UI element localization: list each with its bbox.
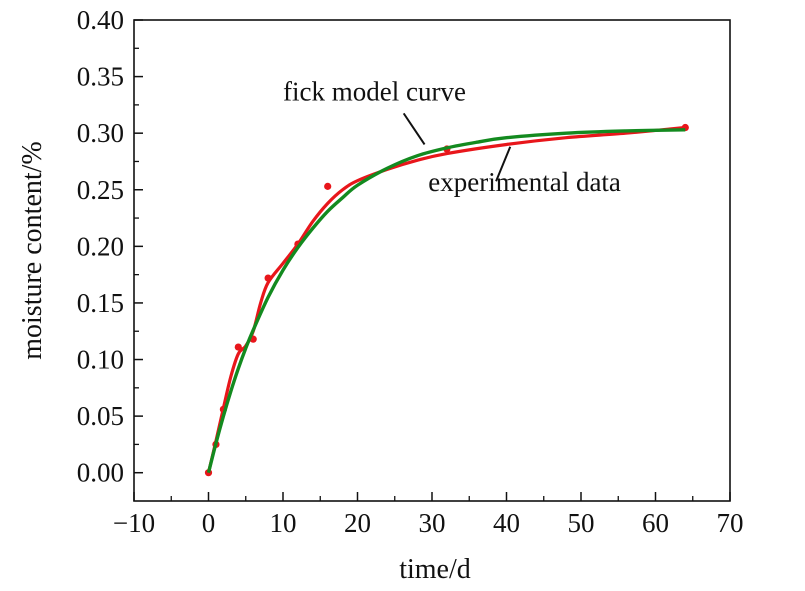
- experimental-data-curve: [206, 125, 686, 474]
- x-tick-labels: −10 0 10 20 30 40 50 60 70: [113, 508, 744, 538]
- experimental-data-point: [264, 274, 272, 282]
- x-tick-label: 60: [642, 508, 669, 538]
- y-tick-label: 0.00: [77, 458, 124, 488]
- y-tick-label: 0.15: [77, 288, 124, 318]
- y-tick-label: 0.25: [77, 175, 124, 205]
- x-axis-title: time/d: [399, 554, 471, 585]
- x-tick-label: 10: [270, 508, 297, 538]
- annotation-pointer: [495, 146, 512, 182]
- y-tick-label: 0.20: [77, 231, 124, 261]
- annotation-label: fick model curve: [283, 76, 466, 106]
- x-tick-label: 50: [568, 508, 595, 538]
- fick-model-curve: [206, 128, 686, 474]
- tick-marks: [133, 19, 731, 501]
- experimental-data-point: [324, 182, 332, 190]
- y-tick-label: 0.35: [77, 62, 124, 92]
- y-tick-label: 0.30: [77, 118, 124, 148]
- experimental-data-point: [234, 343, 242, 351]
- series: [204, 123, 689, 477]
- y-tick-label: 0.10: [77, 345, 124, 375]
- x-tick-label: 40: [493, 508, 520, 538]
- x-tick-label: −10: [113, 508, 155, 538]
- y-axis-title: moisture content/%: [17, 141, 48, 360]
- annotation-label: experimental data: [428, 167, 621, 197]
- x-tick-label: 0: [202, 508, 216, 538]
- annotation-pointer: [402, 112, 426, 146]
- x-tick-label: 30: [419, 508, 446, 538]
- y-tick-label: 0.05: [77, 401, 124, 431]
- x-tick-label: 70: [717, 508, 744, 538]
- y-tick-label: 0.40: [77, 5, 124, 35]
- y-tick-labels: 0.00 0.05 0.10 0.15 0.20 0.25 0.30 0.35 0.40: [77, 5, 124, 488]
- annotations: fick model curve experimental data: [283, 76, 621, 197]
- x-tick-label: 20: [344, 508, 371, 538]
